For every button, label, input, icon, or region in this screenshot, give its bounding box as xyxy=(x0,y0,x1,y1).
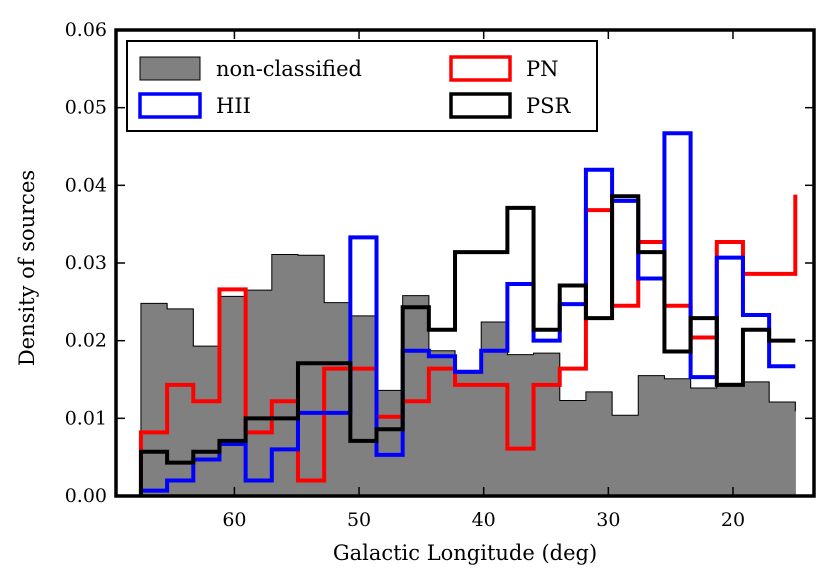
y-tick-label: 0.01 xyxy=(65,407,107,429)
y-axis-label: Density of sources xyxy=(15,170,39,366)
non-classified-bar xyxy=(716,383,744,496)
non-classified-bar xyxy=(559,400,587,496)
non-classified-bar xyxy=(245,290,273,496)
hii-step-line xyxy=(138,131,796,496)
y-tick-label: 0.02 xyxy=(65,330,107,352)
non-classified-bar xyxy=(507,354,535,496)
filled-histogram-layer xyxy=(140,253,796,496)
y-tick-label: 0.06 xyxy=(65,19,107,41)
legend: non-classified PN HII PSR xyxy=(126,40,598,132)
non-classified-bar xyxy=(219,296,247,496)
non-classified-bar xyxy=(193,346,221,496)
legend-swatch-hii xyxy=(138,92,202,119)
legend-swatch-pn xyxy=(449,55,512,82)
legend-swatch-psr xyxy=(449,92,512,119)
legend-label-hii: HII xyxy=(216,94,251,118)
x-tick-label: 50 xyxy=(347,509,371,531)
non-classified-bar xyxy=(271,254,299,496)
non-classified-bar xyxy=(350,315,378,496)
legend-frame xyxy=(126,40,598,132)
legend-label-psr: PSR xyxy=(526,94,572,118)
x-axis-label: Galactic Longitude (deg) xyxy=(333,541,597,565)
y-tick-label: 0.03 xyxy=(65,252,107,274)
x-tick-label: 20 xyxy=(721,509,745,531)
non-classified-bar xyxy=(167,308,194,496)
non-classified-bar xyxy=(690,388,718,496)
non-classified-bar xyxy=(297,255,325,496)
non-classified-bar xyxy=(402,295,430,496)
non-classified-bar xyxy=(481,322,508,496)
non-classified-bar xyxy=(455,373,482,496)
legend-swatch-non-classified xyxy=(139,56,201,81)
legend-label-pn: PN xyxy=(526,57,559,81)
y-tick-label: 0.04 xyxy=(65,174,107,196)
non-classified-bar xyxy=(585,391,613,496)
axis-ticks: 0.00 0.01 0.02 0.03 0.04 0.05 0.06 60 50 40 30 20 xyxy=(65,19,814,531)
x-tick-label: 60 xyxy=(222,509,246,531)
non-classified-bar xyxy=(742,381,770,496)
psr-step-line xyxy=(138,194,796,496)
step-histogram-layer xyxy=(138,131,798,496)
non-classified-bar xyxy=(140,303,168,496)
non-classified-bar xyxy=(533,353,561,496)
y-tick-label: 0.00 xyxy=(65,485,107,507)
non-classified-bar xyxy=(664,378,692,496)
legend-label-non-classified: non-classified xyxy=(216,57,362,81)
non-classified-bar xyxy=(612,415,639,496)
x-tick-label: 40 xyxy=(472,509,496,531)
non-classified-bar xyxy=(428,350,456,496)
non-classified-bar xyxy=(769,402,796,496)
non-classified-bar xyxy=(638,375,666,496)
non-classified-bar xyxy=(324,302,351,496)
x-tick-label: 30 xyxy=(596,509,620,531)
non-classified-bar xyxy=(376,390,404,496)
y-tick-label: 0.05 xyxy=(65,97,107,119)
